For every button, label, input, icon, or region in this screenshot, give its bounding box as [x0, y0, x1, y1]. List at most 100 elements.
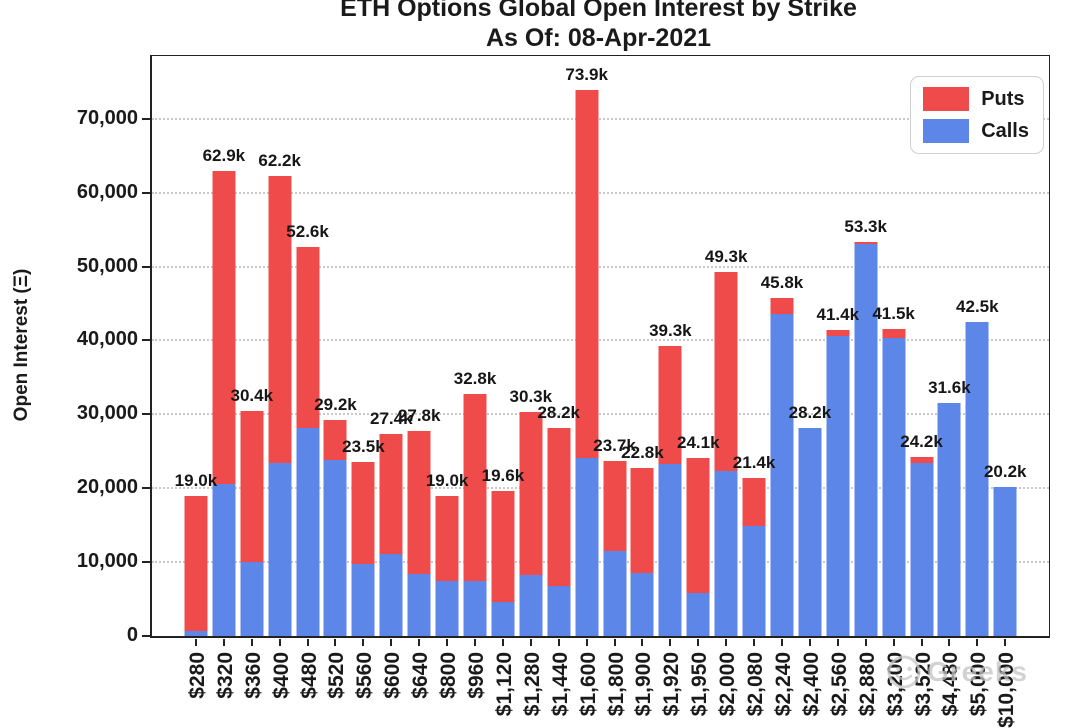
calls-segment — [742, 525, 766, 636]
puts-segment — [603, 460, 627, 552]
puts-segment — [882, 329, 906, 338]
x-tick-label: $320 — [213, 652, 237, 699]
y-tick-label: 10,000 — [76, 550, 138, 573]
bar-group: 30.3k $1,280 — [510, 56, 553, 716]
bar-total-label: 28.2k — [537, 402, 581, 422]
bar-group: 24.1k $1,950 — [677, 56, 720, 716]
x-axis-tick — [222, 638, 225, 646]
gridline — [152, 561, 1049, 564]
stacked-bar — [686, 457, 710, 636]
calls-segment — [268, 463, 292, 636]
bar-group: 62.9k $320 — [203, 56, 246, 698]
bar-total-label: 19.0k — [174, 470, 218, 490]
chart-subtitle: As Of: 08-Apr-2021 — [485, 23, 712, 52]
stacked-bar — [770, 297, 794, 636]
x-tick-label: $400 — [269, 652, 293, 699]
y-tick-label: 60,000 — [76, 180, 138, 203]
bar-group: 45.8k $2,240 — [761, 56, 804, 717]
x-axis-tick — [501, 638, 504, 646]
puts-segment — [854, 242, 878, 245]
x-tick-label: $280 — [185, 652, 209, 699]
x-axis-tick — [1004, 638, 1007, 646]
bar-group: 19.0k $280 — [175, 56, 218, 699]
puts-segment — [323, 420, 347, 461]
bar-total-label: 30.3k — [509, 387, 553, 407]
gridline — [152, 191, 1049, 194]
calls-segment — [240, 562, 264, 636]
puts-color-swatch — [923, 87, 970, 111]
gridline — [152, 413, 1049, 416]
chart-title: ETH Options Global Open Interest by Stri… — [340, 0, 857, 22]
y-axis-tick — [142, 487, 150, 490]
puts-segment — [575, 90, 599, 458]
x-axis-tick — [808, 638, 811, 646]
calls-segment — [491, 602, 515, 636]
x-tick-label: $3,200 — [883, 652, 907, 717]
legend-label-puts: Puts — [981, 87, 1025, 110]
stacked-bar — [268, 176, 292, 636]
bar-group: 30.4k $360 — [230, 56, 273, 698]
x-axis-tick — [892, 638, 895, 646]
bar-group: 19.6k $1,120 — [482, 56, 525, 716]
x-tick-label: $2,560 — [827, 652, 851, 717]
puts-segment — [826, 330, 850, 337]
stacked-bar — [296, 247, 320, 636]
x-tick-label: $1,120 — [492, 652, 516, 717]
bar-group: 39.3k $1,920 — [649, 56, 692, 717]
x-tick-label: $2,880 — [855, 652, 879, 717]
calls-segment — [937, 402, 961, 636]
puts-segment — [212, 171, 236, 484]
bar-group: 31.6k $4,480 — [928, 56, 971, 717]
x-axis-tick — [641, 638, 644, 646]
x-tick-label: $800 — [437, 652, 461, 699]
calls-segment — [519, 574, 543, 636]
stacked-bar — [742, 477, 766, 636]
calls-segment — [379, 554, 403, 636]
stacked-bar — [603, 460, 627, 636]
x-axis-tick — [948, 638, 951, 646]
stacked-bar — [993, 486, 1017, 636]
x-axis-tick — [306, 638, 309, 646]
bar-group: 22.8k $1,900 — [621, 56, 664, 717]
bar-group: 62.2k $400 — [258, 56, 301, 698]
puts-segment — [686, 457, 710, 594]
calls-segment — [882, 337, 906, 636]
calls-segment — [575, 457, 599, 636]
bar-group: 42.5k $5,000 — [956, 56, 999, 716]
x-tick-label: $2,400 — [799, 652, 823, 717]
bar-group: 41.5k $3,200 — [872, 56, 915, 716]
bar-group: 32.8k $960 — [454, 56, 497, 699]
stacked-bar — [798, 427, 822, 636]
bar-group: 28.2k $1,440 — [537, 56, 580, 717]
stacked-bar — [547, 427, 571, 636]
x-axis-tick — [669, 638, 672, 646]
stacked-bar — [826, 330, 850, 636]
y-tick-label: 70,000 — [76, 106, 138, 129]
puts-segment — [658, 345, 682, 464]
y-tick-label: 0 — [126, 624, 138, 646]
x-tick-label: $560 — [353, 652, 377, 699]
bar-group: 73.9k $1,600 — [565, 56, 608, 716]
gridline — [152, 265, 1049, 268]
puts-segment — [910, 457, 934, 464]
bar-group: 27.8k $640 — [398, 56, 441, 699]
bar-total-label: 27.8k — [397, 405, 441, 425]
puts-segment — [296, 247, 320, 428]
puts-segment — [770, 297, 794, 314]
x-axis-tick — [753, 638, 756, 646]
x-axis-tick — [920, 638, 923, 646]
bar-total-label: 19.6k — [481, 466, 525, 486]
bar-total-label: 29.2k — [314, 395, 357, 415]
x-axis-tick — [725, 638, 728, 646]
calls-segment — [910, 463, 934, 636]
calls-segment — [184, 630, 208, 636]
x-tick-label: $10,000 — [995, 652, 1019, 728]
x-axis-tick — [585, 638, 588, 646]
x-tick-label: $520 — [325, 652, 349, 699]
y-axis-tick — [142, 413, 150, 416]
stacked-bar — [351, 462, 375, 636]
x-axis-tick — [390, 638, 393, 646]
calls-color-swatch — [923, 119, 970, 143]
x-axis-tick — [780, 638, 783, 646]
x-tick-label: $3,520 — [911, 652, 935, 717]
